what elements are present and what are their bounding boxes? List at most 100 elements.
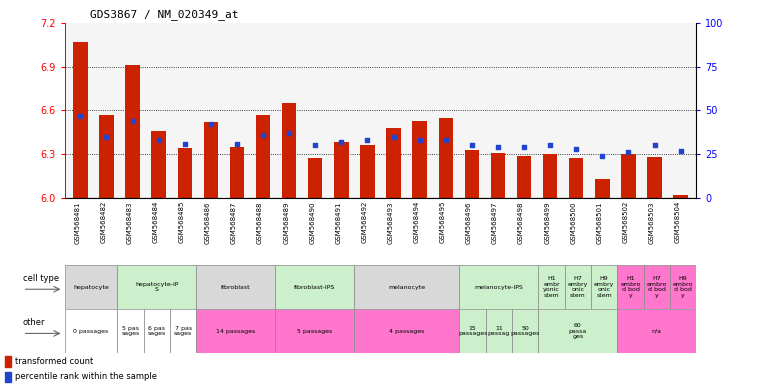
Bar: [99, 115, 113, 198]
Text: 11
passag: 11 passag: [488, 326, 510, 336]
Bar: [196, 265, 275, 309]
Text: GSM568491: GSM568491: [336, 201, 342, 243]
Text: GSM568481: GSM568481: [75, 201, 81, 243]
Bar: [591, 265, 617, 309]
Text: hepatocyte: hepatocyte: [73, 285, 109, 290]
Bar: [412, 121, 427, 198]
Text: transformed count: transformed count: [15, 357, 94, 366]
Bar: [569, 159, 584, 198]
Point: [544, 142, 556, 148]
Text: GSM568492: GSM568492: [361, 201, 368, 243]
Point: [179, 141, 191, 147]
Bar: [621, 154, 635, 198]
Bar: [5, 372, 11, 382]
Bar: [334, 142, 349, 198]
Point: [622, 149, 635, 156]
Text: percentile rank within the sample: percentile rank within the sample: [15, 372, 157, 381]
Bar: [354, 309, 460, 353]
Bar: [196, 309, 275, 353]
Bar: [117, 309, 144, 353]
Point: [492, 144, 504, 150]
Text: H9
embro
d bod
y: H9 embro d bod y: [673, 276, 693, 298]
Text: 5 passages: 5 passages: [297, 329, 333, 334]
Bar: [144, 309, 170, 353]
Bar: [73, 42, 88, 198]
Point: [205, 121, 217, 127]
Bar: [126, 65, 140, 198]
Text: H7
embro
d bod
y: H7 embro d bod y: [647, 276, 667, 298]
Text: GSM568489: GSM568489: [283, 201, 289, 243]
Bar: [438, 118, 453, 198]
Text: 15
passages: 15 passages: [458, 326, 487, 336]
Text: GSM568498: GSM568498: [518, 201, 524, 243]
Point: [570, 146, 582, 152]
Point: [283, 130, 295, 136]
Bar: [308, 159, 323, 198]
Bar: [177, 148, 192, 198]
Text: 7 pas
sages: 7 pas sages: [174, 326, 193, 336]
Text: GSM568502: GSM568502: [622, 201, 629, 243]
Text: 0 passages: 0 passages: [73, 329, 109, 334]
Bar: [539, 309, 617, 353]
Text: H1
embr
yonic
stem: H1 embr yonic stem: [543, 276, 560, 298]
Point: [597, 153, 609, 159]
Text: GSM568500: GSM568500: [570, 201, 576, 243]
Text: GSM568501: GSM568501: [597, 201, 603, 243]
Text: 14 passages: 14 passages: [216, 329, 256, 334]
Point: [126, 118, 139, 124]
Bar: [648, 157, 662, 198]
Text: other: other: [23, 318, 45, 327]
Bar: [5, 356, 11, 367]
Point: [309, 142, 321, 148]
Bar: [539, 265, 565, 309]
Text: hepatocyte-iP
S: hepatocyte-iP S: [135, 282, 179, 292]
Text: 5 pas
sages: 5 pas sages: [121, 326, 139, 336]
Text: melanocyte: melanocyte: [388, 285, 425, 290]
Bar: [617, 309, 696, 353]
Text: GSM568495: GSM568495: [440, 201, 446, 243]
Text: 60
passa
ges: 60 passa ges: [568, 323, 587, 339]
Bar: [360, 145, 374, 198]
Point: [387, 134, 400, 140]
Bar: [673, 195, 688, 198]
Point: [440, 137, 452, 143]
Text: H1
embro
d bod
y: H1 embro d bod y: [620, 276, 641, 298]
Bar: [486, 309, 512, 353]
Bar: [256, 115, 270, 198]
Text: cell type: cell type: [23, 274, 59, 283]
Bar: [117, 265, 196, 309]
Text: n/a: n/a: [652, 329, 662, 334]
Bar: [460, 265, 539, 309]
Point: [466, 142, 478, 148]
Text: GSM568490: GSM568490: [309, 201, 315, 243]
Point: [674, 147, 686, 154]
Text: GSM568482: GSM568482: [100, 201, 107, 243]
Text: fibroblast-IPS: fibroblast-IPS: [294, 285, 336, 290]
Bar: [275, 309, 354, 353]
Text: GSM568494: GSM568494: [414, 201, 419, 243]
Bar: [644, 265, 670, 309]
Point: [75, 113, 87, 119]
Text: GSM568486: GSM568486: [205, 201, 211, 243]
Bar: [204, 122, 218, 198]
Point: [648, 142, 661, 148]
Point: [361, 137, 374, 143]
Bar: [65, 309, 117, 353]
Bar: [617, 265, 644, 309]
Point: [231, 141, 243, 147]
Text: H9
embry
onic
stem: H9 embry onic stem: [594, 276, 614, 298]
Text: H7
embry
onic
stem: H7 embry onic stem: [568, 276, 588, 298]
Text: 4 passages: 4 passages: [389, 329, 425, 334]
Point: [336, 139, 348, 145]
Bar: [170, 309, 196, 353]
Text: GSM568483: GSM568483: [126, 201, 132, 243]
Text: fibroblast: fibroblast: [221, 285, 250, 290]
Bar: [282, 103, 296, 198]
Text: GSM568496: GSM568496: [466, 201, 472, 243]
Bar: [230, 147, 244, 198]
Text: GSM568493: GSM568493: [387, 201, 393, 243]
Bar: [387, 128, 401, 198]
Bar: [275, 265, 354, 309]
Bar: [543, 154, 557, 198]
Point: [518, 144, 530, 150]
